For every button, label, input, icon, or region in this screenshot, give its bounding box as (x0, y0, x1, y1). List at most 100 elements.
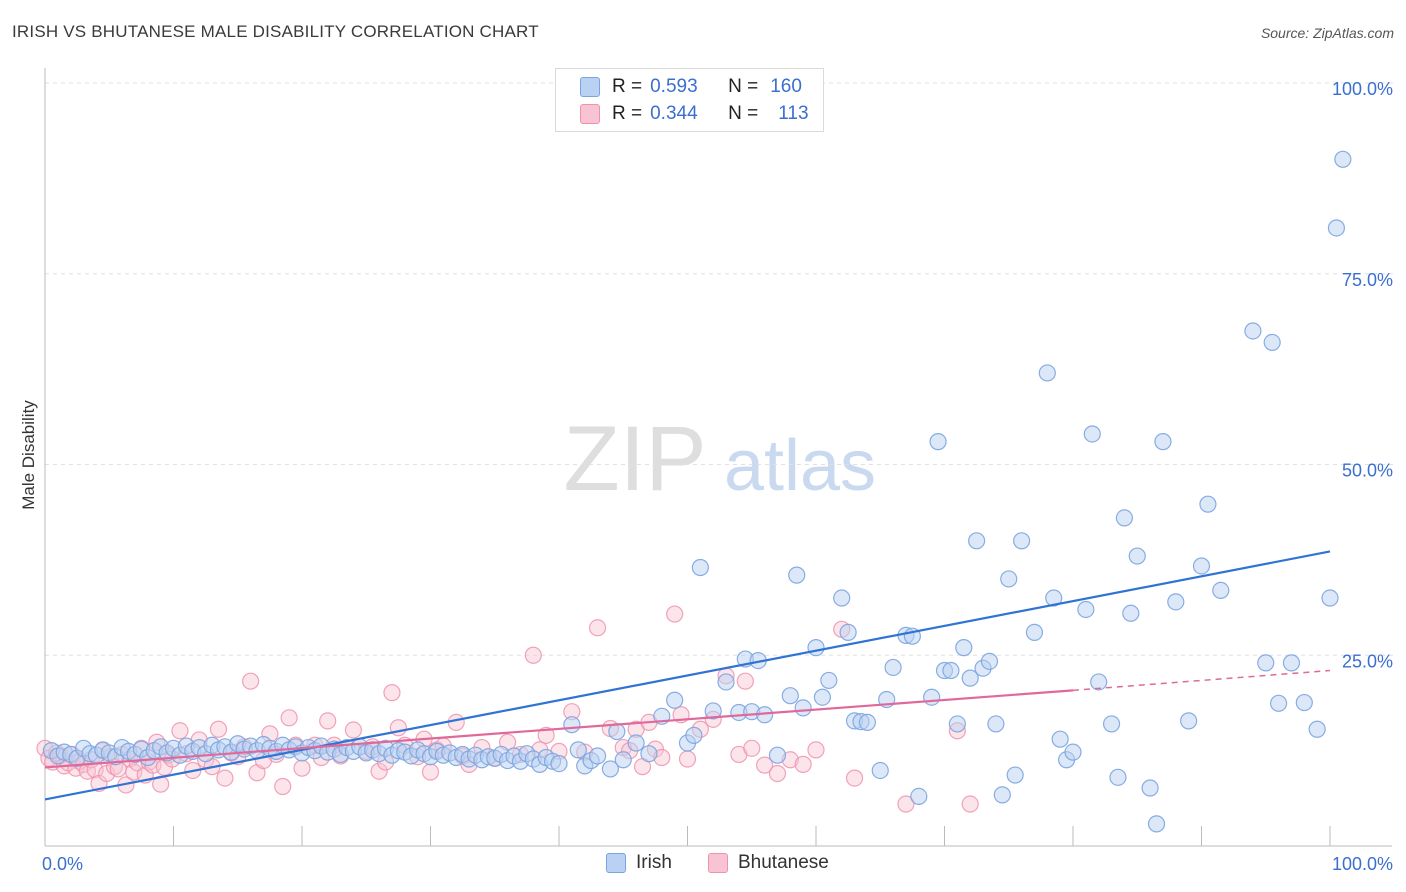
irish-point (1199, 495, 1217, 513)
bhutanese-point (736, 672, 754, 690)
irish-point (1128, 547, 1146, 565)
bhutanese-point (768, 764, 787, 783)
bhutanese-point (755, 756, 774, 774)
bhutanese-point (171, 722, 189, 740)
irish-point (691, 558, 709, 577)
stats-row-bhutanese: R = 0.344 N = 113 (580, 101, 809, 127)
bhutanese-point (216, 769, 234, 787)
tick-labels: 25.0% 50.0% 75.0% 100.0% 0.0% 100.0% (42, 79, 1393, 874)
bhutanese-point (897, 795, 915, 813)
bhutanese-point (588, 619, 607, 637)
irish-point (1295, 693, 1313, 712)
trend-lines (44, 550, 1331, 801)
irish-point (1282, 654, 1301, 672)
irish-point (1122, 604, 1140, 622)
irish-point (820, 671, 838, 690)
bhutanese-r-value: 0.344 (650, 103, 698, 124)
irish-point (640, 745, 658, 763)
source-credit: Source: ZipAtlas.com (1260, 25, 1394, 41)
irish-point (1154, 433, 1172, 451)
irish-point (833, 589, 851, 607)
bhutanese-n-label: N = (728, 103, 759, 124)
irish-n-value: 160 (770, 76, 802, 97)
y-tick-label: 75.0% (1342, 270, 1393, 290)
bhutanese-trend-extension (1072, 669, 1331, 692)
irish-r-value: 0.593 (650, 76, 698, 97)
irish-point (1141, 779, 1159, 797)
irish-point (942, 661, 960, 680)
bhutanese-r-label: R = (612, 103, 643, 124)
bhutanese-point (280, 709, 298, 727)
irish-point (685, 726, 703, 744)
irish-point (1006, 766, 1024, 784)
x-tick-label: 0.0% (42, 854, 83, 874)
bhutanese-point (794, 755, 812, 773)
legend-item-bhutanese[interactable]: Bhutanese (708, 852, 829, 874)
irish-point (788, 566, 806, 584)
irish-point (1000, 570, 1018, 588)
irish-point (980, 652, 999, 670)
irish-point (987, 715, 1005, 733)
watermark: ZIP atlas (563, 408, 876, 510)
bhutanese-point (370, 762, 388, 780)
bhutanese-swatch (580, 104, 600, 124)
legend-bhutanese-label: Bhutanese (738, 852, 829, 873)
irish-point (794, 699, 812, 717)
irish-point (1244, 322, 1262, 340)
irish-point (1090, 673, 1108, 691)
y-tick-label: 100.0% (1332, 79, 1393, 99)
chart-title: IRISH VS BHUTANESE MALE DISABILITY CORRE… (12, 22, 539, 41)
bhutanese-point (319, 712, 337, 730)
bhutanese-point (743, 739, 761, 757)
irish-point (968, 532, 986, 550)
irish-point (781, 687, 799, 705)
irish-point (1192, 557, 1211, 575)
bhutanese-point (845, 769, 864, 787)
irish-point (955, 639, 973, 657)
irish-point (704, 702, 722, 720)
irish-swatch (580, 77, 600, 97)
watermark-zip: ZIP (563, 408, 706, 510)
irish-point (1102, 715, 1121, 733)
irish-point (1257, 654, 1275, 672)
irish-point (858, 713, 877, 731)
bhutanese-point (666, 605, 684, 623)
legend-item-irish[interactable]: Irish (606, 852, 672, 874)
irish-point (1109, 768, 1127, 786)
irish-point (1025, 623, 1044, 641)
irish-point (717, 673, 735, 691)
bhutanese-point (524, 646, 542, 664)
irish-point (1012, 532, 1031, 550)
irish-point (550, 754, 568, 773)
irish-points (42, 150, 1352, 833)
y-tick-label: 25.0% (1342, 651, 1393, 671)
irish-point (1064, 743, 1082, 761)
irish-point (910, 787, 928, 806)
irish-point (1334, 150, 1352, 168)
irish-point (1180, 712, 1198, 730)
irish-point (1327, 219, 1346, 237)
bhutanese-point (344, 721, 362, 739)
irish-point (1167, 593, 1185, 611)
y-tick-label: 50.0% (1342, 461, 1393, 481)
irish-point (1115, 509, 1134, 527)
irish-point (1212, 581, 1230, 599)
bhutanese-point (961, 795, 979, 813)
irish-point (839, 623, 857, 641)
irish-point (627, 734, 645, 752)
legend-bhutanese-swatch (708, 853, 728, 873)
legend-irish-swatch (606, 853, 626, 873)
irish-point (923, 688, 941, 706)
irish-point (1147, 815, 1166, 833)
irish-point (666, 691, 684, 709)
irish-point (871, 761, 889, 780)
x-tick-label: 100.0% (1332, 854, 1393, 874)
bhutanese-point (383, 684, 401, 702)
irish-point (1083, 425, 1101, 443)
irish-point (1051, 730, 1069, 748)
stats-row-irish: R = 0.593 N = 160 (580, 74, 802, 100)
irish-point (1263, 333, 1281, 352)
bhutanese-point (807, 741, 825, 759)
series-legend: Irish Bhutanese (0, 852, 1406, 876)
